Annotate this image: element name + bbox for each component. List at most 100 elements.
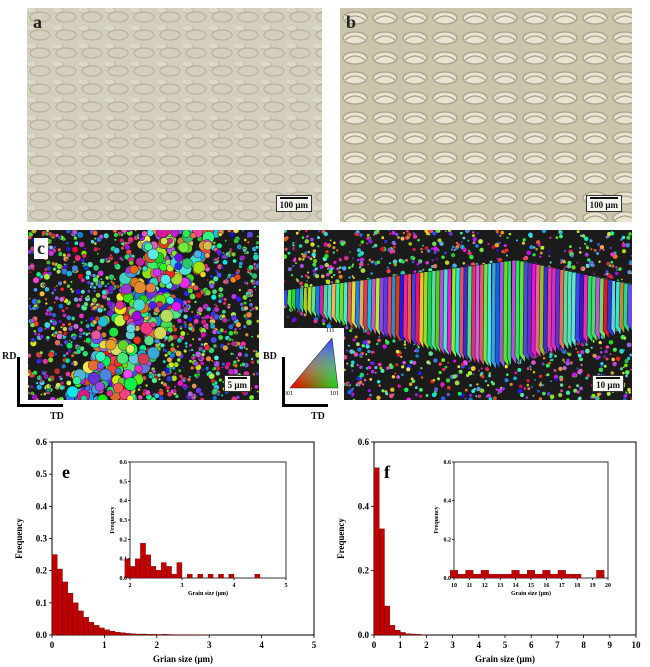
e-y-tick-label: 0.4 [36,501,48,511]
axis-arrow-td-d [282,404,328,407]
panel-e-label: e [62,462,70,482]
ebsd-map-c: c 5 μm [28,230,259,400]
f-inset-x-tick-label: 14 [513,583,519,589]
e-inset-bar [135,558,141,579]
f-inset-bar [542,570,551,579]
f-y-tick-label: 0.2 [358,566,370,576]
panel-c-label: c [34,238,48,259]
e-inset-bar [254,573,261,579]
e-inset-y-tick-label: 0.1 [120,557,128,563]
ebsd-map-d: d 10 μm [284,230,632,400]
f-inset-x-tick-label: 17 [559,583,565,589]
f-inset-x-tick-label: 12 [482,583,488,589]
ipf-legend: 111 001 101 [284,328,344,400]
f-inset-bar [565,573,574,579]
f-x-tick-label: 6 [529,640,534,650]
f-inset-x-tick-label: 11 [467,583,473,589]
f-inset-plot-frame [453,461,609,579]
f-inset-y-tick-label: 0.2 [444,537,452,543]
ipf-triangle [289,337,339,389]
f-y-tick-label: 0.0 [358,630,370,640]
micrograph-b-texture [340,8,632,222]
f-x-tick-label: 10 [632,640,642,650]
e-inset-y-tick-label: 0.3 [120,518,128,524]
e-inset-bar [187,573,193,579]
scale-bar-a-text: 100 μm [279,200,308,210]
f-inset-bar [457,573,466,579]
f-inset-x-axis-label: Grain size (μm) [511,590,551,597]
e-y-tick-label: 0.1 [36,598,48,608]
f-x-axis-label: Grain size (μm) [475,654,535,664]
f-x-tick-label: 3 [450,640,455,650]
e-bar [114,631,121,636]
f-x-tick-label: 7 [555,640,560,650]
e-inset-bar [207,573,214,579]
e-x-axis-label: Grian size (μm) [153,654,213,664]
e-bar [77,610,84,636]
f-y-tick-label: 0.6 [358,437,370,447]
f-inset-bar [550,573,559,579]
e-bar [88,621,95,636]
scale-bar-c: 5 μm [223,375,251,392]
f-inset-bar [450,570,459,579]
e-bar [93,625,100,636]
f-inset-bar [465,570,474,579]
f-bar [410,633,417,636]
f-bar [399,632,406,636]
e-inset-bar [140,543,146,579]
e-inset-bar [197,573,203,579]
f-inset-bar [473,573,482,579]
e-inset-bar [145,554,151,579]
e-x-tick-label: 3 [207,640,212,650]
e-y-tick-label: 0.6 [36,437,48,447]
panel-a-label: a [33,12,42,32]
e-inset-y-tick-label: 0.4 [120,499,128,505]
f-inset-x-tick-label: 15 [528,583,534,589]
e-inset-y-tick-label: 0.6 [120,460,128,466]
f-inset-bar [596,570,605,579]
f-inset-y-tick-label: 0.0 [444,576,452,582]
e-bar [135,633,142,636]
f-bar [415,634,422,636]
e-x-tick-label: 4 [259,640,264,650]
f-y-tick-label: 0.4 [358,501,370,511]
f-inset-bar [496,573,505,579]
ebsd-d-grains [284,230,632,400]
f-inset-bar [557,570,566,579]
e-inset-x-axis-label: Grain size (μm) [188,590,228,597]
e-bar [98,627,105,636]
histogram-e: 0 1 2 3 4 5 0.0 0.1 0.2 0.3 0.4 0.5 0.6 Grian size (μ… [14,437,317,664]
e-inset-bar [155,570,162,579]
scale-bar-c-text: 5 μm [227,380,247,390]
e-inset-x-tick-label: 2 [129,583,132,589]
micrograph-b: b 100 μm [340,8,632,222]
scale-bar-b-text: 100 μm [589,200,618,210]
scale-bar-b: 100 μm [585,195,622,212]
e-inset-bar [171,573,177,579]
axis-arrow-rd [17,357,20,407]
e-bar [119,632,126,636]
panel-f-label: f [384,462,391,482]
e-bar [146,634,152,636]
e-inset-x-tick-label: 5 [285,583,288,589]
f-plot-frame [373,441,637,636]
e-inset-bar [129,566,136,579]
f-x-tick-label: 8 [581,640,586,650]
scale-bar-a: 100 μm [275,195,312,212]
f-inset-x-tick-label: 13 [497,583,503,589]
f-x-tick-label: 9 [608,640,613,650]
f-inset-bar [480,570,489,579]
f-x-tick-label: 5 [503,640,508,650]
f-inset-bar [519,573,528,579]
e-inset-x-tick-label: 4 [233,583,236,589]
axis-label-td-d: TD [311,411,325,422]
e-inset-bar [218,573,224,579]
e-bar [130,633,137,636]
e-bar [140,633,147,636]
f-bar [373,467,380,636]
f-bar [394,629,401,636]
f-inset-x-tick-label: 20 [605,583,611,589]
e-bar [104,629,110,636]
e-inset-y-tick-label: 0.0 [120,576,128,582]
e-inset-plot-frame [129,461,287,579]
